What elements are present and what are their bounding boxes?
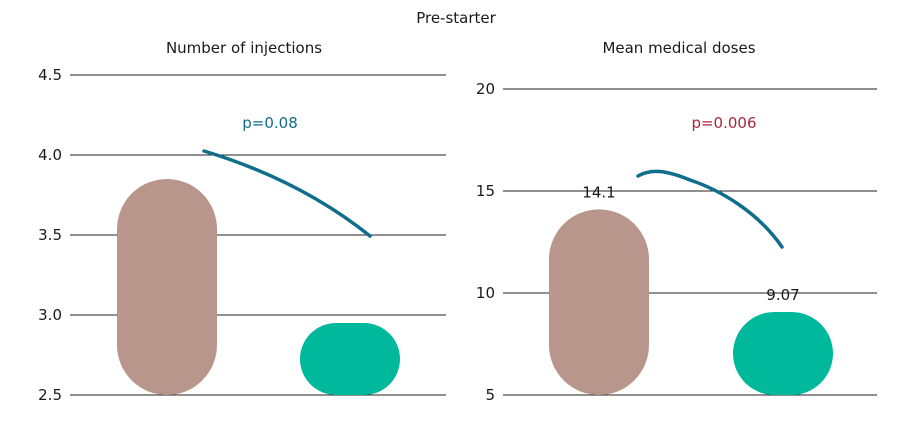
- y-tick-label: 4.5: [38, 66, 62, 84]
- bar-post: [733, 311, 833, 395]
- y-tick-label: 15: [476, 182, 495, 200]
- data-label: 14.1: [582, 183, 615, 201]
- bar-pre: [549, 209, 649, 395]
- trend-curve: [636, 169, 784, 249]
- bar-pre: [117, 179, 217, 395]
- panel-number-of-injections: Number of injections 2.5 3.0 3.5 4.0 4.5 p=0.…: [38, 39, 446, 404]
- y-tick-label: 4.0: [38, 146, 62, 164]
- data-label: 9.07: [766, 286, 799, 304]
- panel-mean-medical-doses: Mean medical doses 5 10 15 20 14.1 9.07 p=0.00…: [476, 39, 877, 404]
- p-value-annotation: p=0.08: [242, 114, 298, 132]
- right-panel-title: Mean medical doses: [602, 39, 755, 57]
- y-tick-label: 5: [485, 386, 495, 404]
- trend-curve: [202, 149, 372, 238]
- bar-post: [300, 323, 400, 395]
- y-tick-label: 2.5: [38, 386, 62, 404]
- figure-title: Pre-starter: [416, 9, 496, 27]
- p-value-annotation: p=0.006: [691, 114, 756, 132]
- y-tick-label: 3.0: [38, 306, 62, 324]
- y-tick-label: 3.5: [38, 226, 62, 244]
- y-tick-label: 20: [476, 80, 495, 98]
- y-tick-label: 10: [476, 284, 495, 302]
- left-panel-title: Number of injections: [166, 39, 322, 57]
